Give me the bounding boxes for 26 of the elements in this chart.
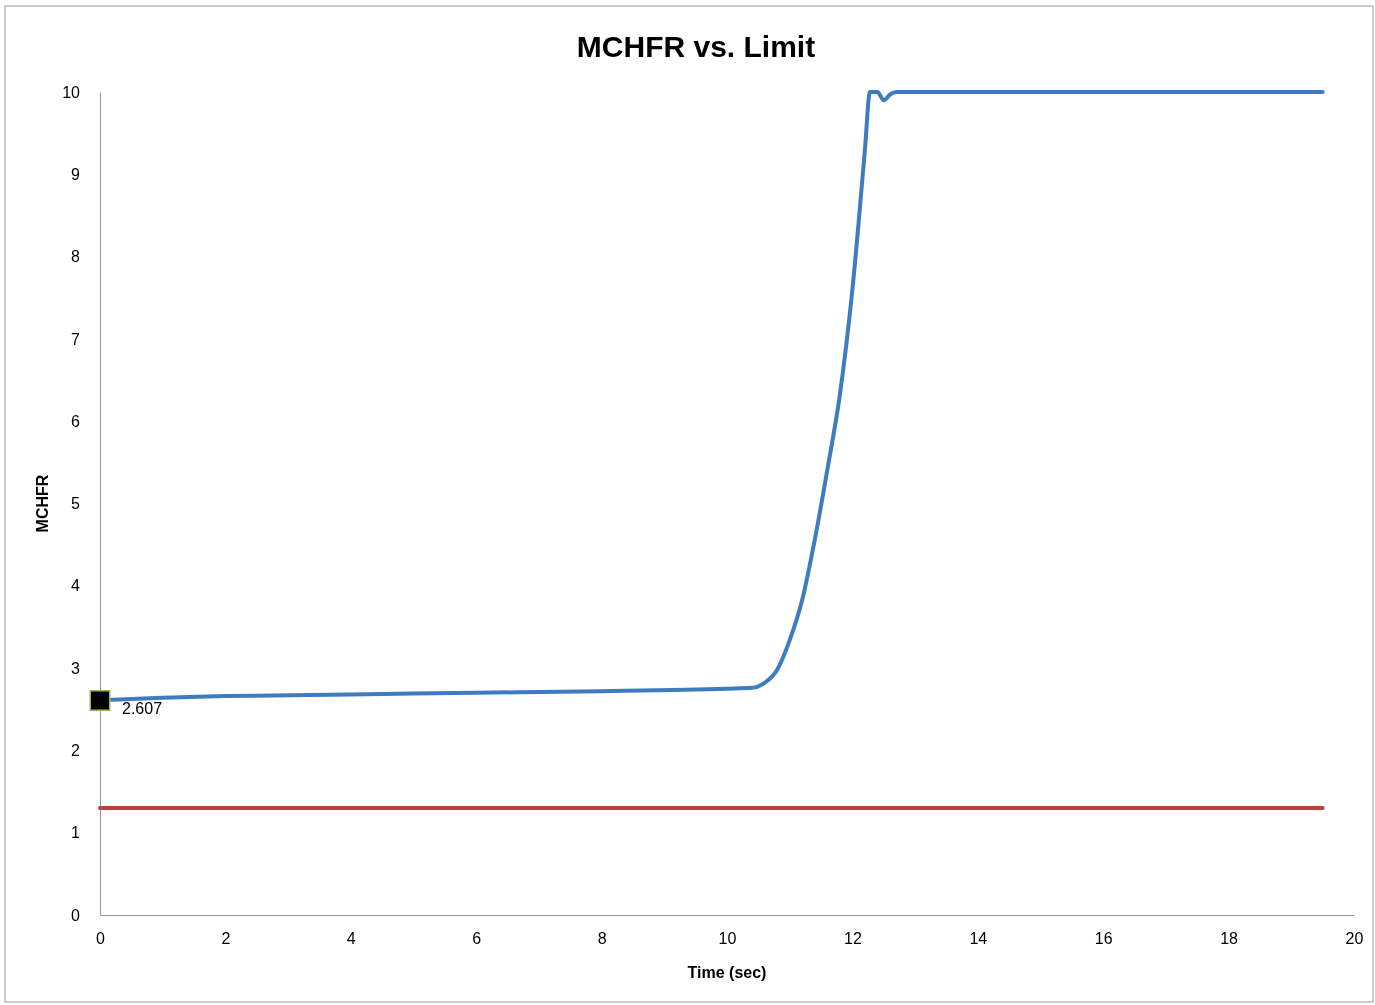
x-tick-label: 16 bbox=[1094, 930, 1113, 948]
x-tick-label: 12 bbox=[844, 930, 862, 948]
data-label: 2.607 bbox=[122, 700, 163, 718]
chart-title: MCHFR vs. Limit bbox=[576, 30, 816, 63]
y-tick-label: 7 bbox=[71, 330, 81, 348]
x-tick-label: 6 bbox=[472, 930, 482, 948]
y-tick-label: 4 bbox=[71, 577, 81, 595]
x-tick-label: 14 bbox=[969, 930, 988, 948]
y-tick-label: 8 bbox=[71, 248, 81, 266]
y-tick-label: 9 bbox=[71, 165, 81, 183]
y-tick-label: 1 bbox=[71, 824, 81, 842]
y-tick-label: 0 bbox=[71, 906, 81, 924]
y-tick-label: 10 bbox=[62, 83, 81, 101]
x-tick-label: 20 bbox=[1345, 930, 1364, 948]
y-tick-label: 3 bbox=[71, 659, 81, 677]
y-tick-label: 5 bbox=[71, 495, 81, 513]
x-tick-label: 18 bbox=[1220, 930, 1239, 948]
y-tick-label: 2 bbox=[71, 742, 81, 760]
x-tick-label: 4 bbox=[346, 930, 356, 948]
x-tick-label: 0 bbox=[96, 930, 106, 948]
y-axis-title: MCHFR bbox=[34, 474, 51, 533]
x-tick-label: 8 bbox=[597, 930, 607, 948]
x-tick-label: 2 bbox=[221, 930, 231, 948]
y-tick-label: 6 bbox=[71, 412, 81, 430]
x-tick-label: 10 bbox=[718, 930, 737, 948]
x-axis-title: Time (sec) bbox=[687, 964, 767, 981]
